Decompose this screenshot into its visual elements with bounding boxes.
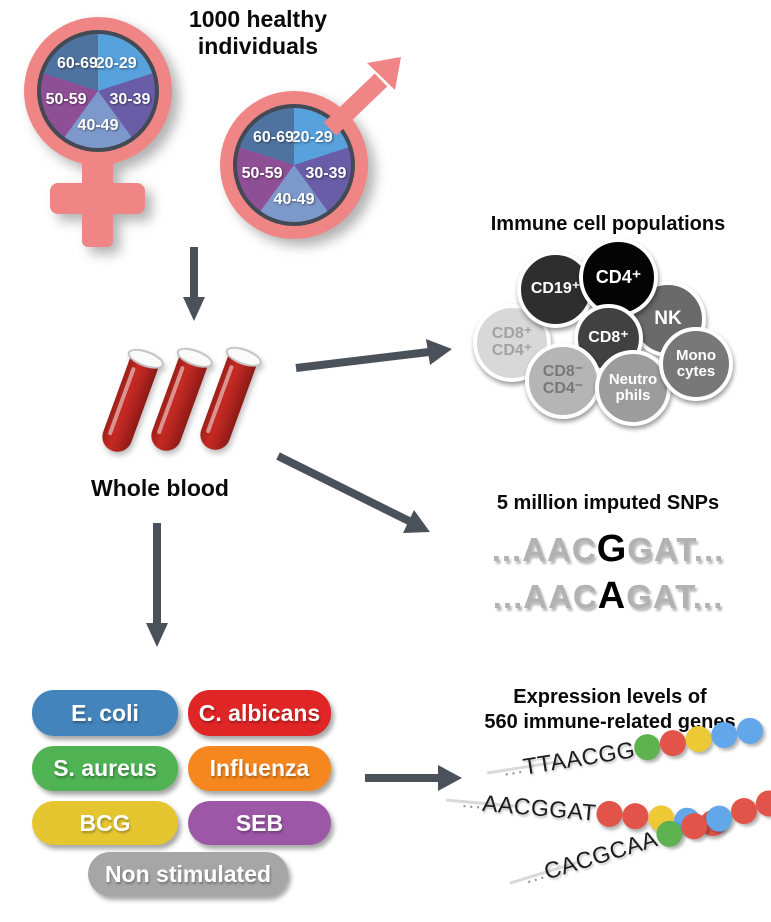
age-label-30-39: 30-39 bbox=[305, 165, 347, 183]
expression-dot bbox=[632, 732, 663, 762]
whole-blood-label: Whole blood bbox=[91, 475, 229, 501]
strand-sequence: AACGGAT bbox=[481, 789, 598, 826]
cell-circle-cd8neg-cd4neg: CD8⁻ CD4⁻ bbox=[525, 343, 601, 419]
stimulus-pill-seb: SEB bbox=[188, 801, 331, 845]
male-age-pie: 20-29 30-39 40-49 50-59 60-69 bbox=[237, 108, 351, 222]
stimulus-pill-ecoli: E. coli bbox=[32, 690, 178, 736]
stimulus-pill-calbicans: C. albicans bbox=[188, 690, 331, 736]
stimulus-pill-influenza: Influenza bbox=[188, 746, 331, 791]
arrow-stimuli-to-expression-icon bbox=[365, 765, 462, 791]
age-label-20-29: 20-29 bbox=[291, 128, 333, 146]
expression-title: Expression levels of 560 immune-related … bbox=[450, 685, 770, 735]
age-label-60-69: 60-69 bbox=[253, 128, 294, 146]
seq-left: ...AAC bbox=[491, 531, 597, 568]
expression-dot bbox=[684, 724, 714, 754]
stimulus-pill-nonstimulated: Non stimulated bbox=[88, 852, 288, 896]
arrow-blood-to-stimuli-icon bbox=[146, 523, 168, 647]
expression-title-line1: Expression levels of bbox=[513, 686, 707, 708]
snp-allele: G bbox=[596, 528, 628, 570]
age-label-40-49: 40-49 bbox=[273, 191, 315, 209]
seq-right: GAT... bbox=[627, 531, 725, 568]
stimulus-pill-bcg: BCG bbox=[32, 801, 178, 845]
expression-dot bbox=[709, 720, 740, 750]
page-title: 1000 healthy individuals bbox=[188, 6, 328, 60]
cell-circle-monocytes: Mono cytes bbox=[659, 327, 733, 401]
male-circle: 20-29 30-39 40-49 50-59 60-69 bbox=[220, 91, 368, 239]
expression-dot bbox=[658, 728, 689, 758]
stimulus-pill-saureus: S. aureus bbox=[32, 746, 178, 791]
strand-ellipsis: ... bbox=[461, 789, 484, 814]
male-symbol: 20-29 30-39 40-49 50-59 60-69 bbox=[220, 91, 370, 241]
expression-dots bbox=[652, 787, 771, 851]
strand-sequence: TTAACGG bbox=[521, 735, 637, 780]
expression-dot bbox=[595, 799, 624, 828]
age-label-50-59: 50-59 bbox=[45, 91, 87, 109]
immune-cells-title: Immune cell populations bbox=[490, 213, 726, 235]
arrow-blood-to-cells-icon bbox=[295, 339, 452, 372]
expression-dot bbox=[735, 715, 766, 746]
cell-circle-cd4: CD4⁺ bbox=[579, 238, 658, 317]
age-label-20-29: 20-29 bbox=[95, 54, 137, 72]
male-pie-ring: 20-29 30-39 40-49 50-59 60-69 bbox=[233, 104, 355, 226]
snp-sequence-row: ...AACGGAT... bbox=[452, 526, 764, 573]
arrow-cohort-to-blood-icon bbox=[183, 247, 205, 321]
age-label-60-69: 60-69 bbox=[57, 54, 98, 72]
female-age-pie: 20-29 30-39 40-49 50-59 60-69 bbox=[41, 34, 155, 148]
female-symbol: 20-29 30-39 40-49 50-59 60-69 bbox=[24, 17, 184, 267]
seq-left: ...AAC bbox=[492, 578, 598, 616]
female-cross-bar bbox=[50, 183, 145, 214]
arrow-blood-to-snps-icon bbox=[276, 452, 430, 533]
seq-right: GAT... bbox=[626, 578, 724, 616]
expression-title-line2: 560 immune-related genes bbox=[484, 711, 736, 733]
age-label-40-49: 40-49 bbox=[77, 117, 119, 135]
female-circle: 20-29 30-39 40-49 50-59 60-69 bbox=[24, 17, 172, 165]
strand-sequence: CACGCAA bbox=[540, 824, 661, 884]
snp-sequences: ...AACGGAT... ...AACAGAT... bbox=[452, 526, 764, 620]
snp-sequence-row: ...AACAGAT... bbox=[452, 573, 764, 620]
snps-title: 5 million imputed SNPs bbox=[496, 492, 720, 514]
snp-allele: A bbox=[597, 575, 627, 618]
age-label-50-59: 50-59 bbox=[241, 165, 283, 183]
female-pie-ring: 20-29 30-39 40-49 50-59 60-69 bbox=[37, 30, 159, 152]
age-label-30-39: 30-39 bbox=[109, 91, 151, 109]
